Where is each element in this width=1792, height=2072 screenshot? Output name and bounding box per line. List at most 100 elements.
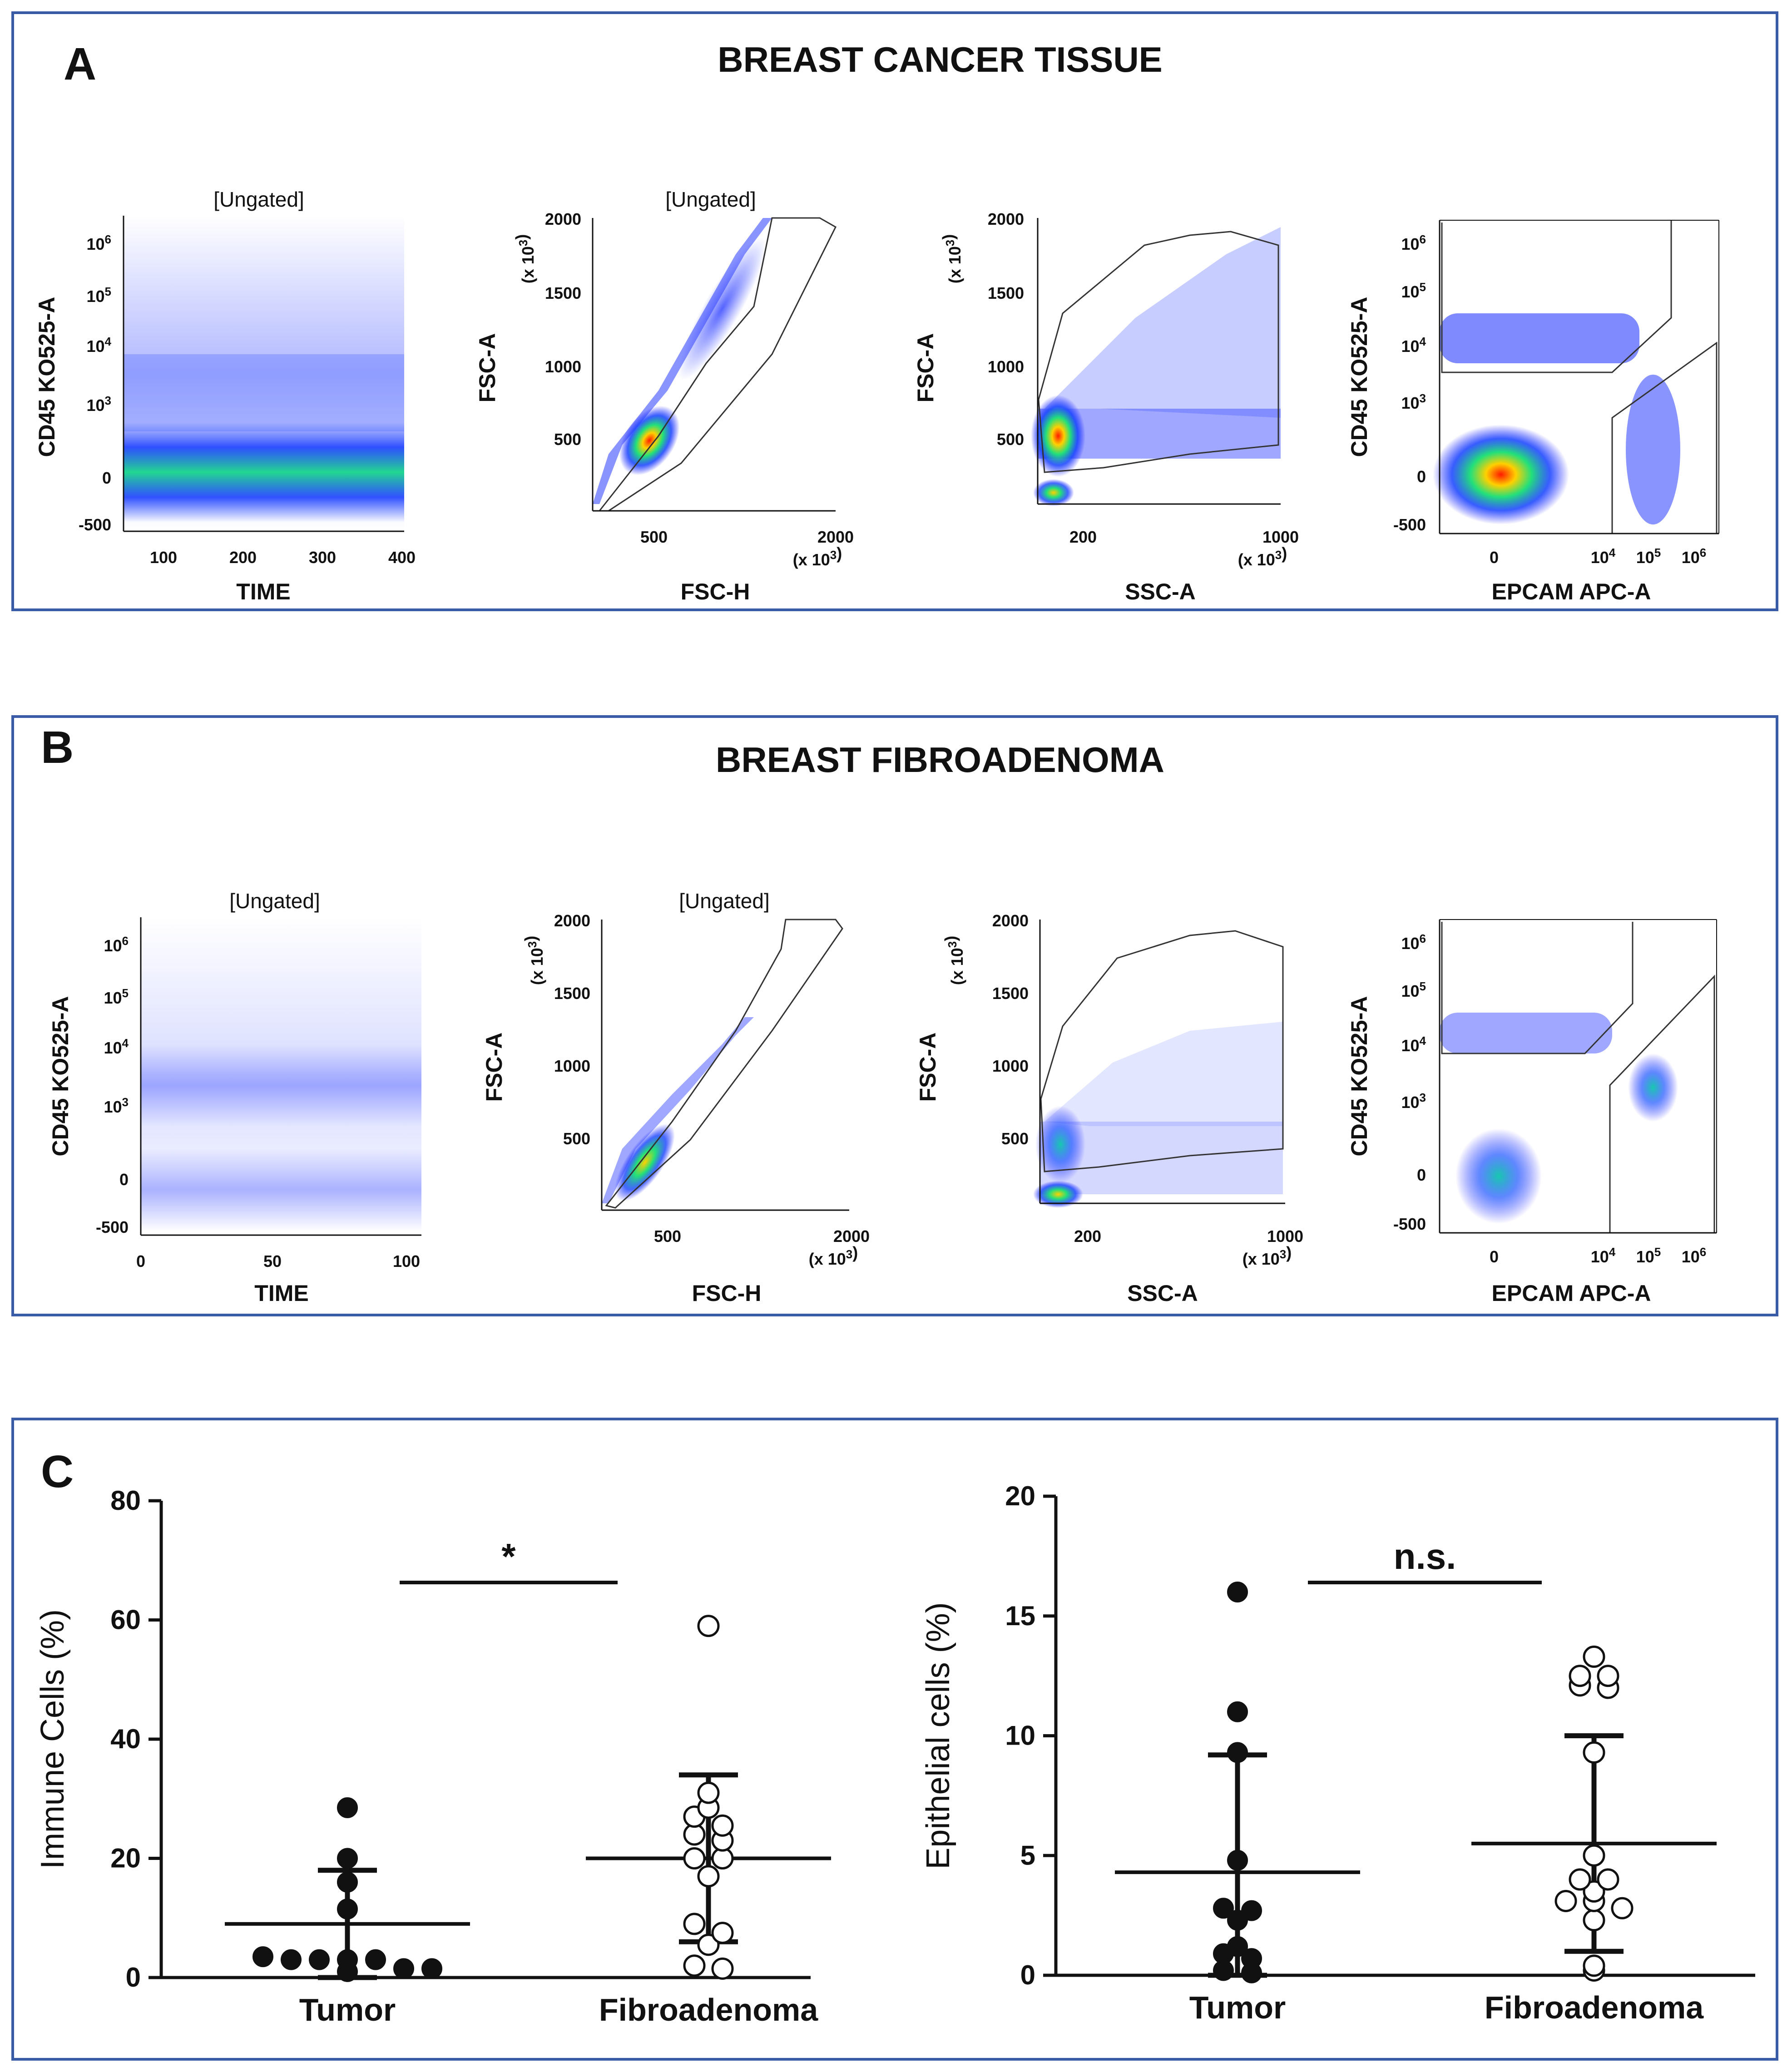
- plot-b1-ylabel: CD45 KO525-A: [48, 996, 73, 1157]
- data-point-filled: [309, 1949, 330, 1970]
- plot-b3-ytick-500: 500: [1001, 1129, 1029, 1148]
- plot-a4-gate-immune: [1441, 220, 1672, 373]
- panel-c-border: [11, 1418, 1778, 2061]
- plot-a1-density-band: [124, 422, 404, 522]
- plot-a4-ytick-1e5: 105: [1401, 280, 1426, 301]
- data-point-open: [711, 1814, 734, 1837]
- data-point-filled: [1227, 1936, 1248, 1957]
- plot-a2-gate: [598, 217, 837, 512]
- plot-a1-header: [Ungated]: [213, 188, 304, 211]
- plot-a1-density-upper: [124, 354, 404, 431]
- panel-b-title: BREAST FIBROADENOMA: [716, 740, 1164, 780]
- plot-a1-xtick-300: 300: [309, 548, 336, 567]
- plot-b3-xtick-200: 200: [1074, 1227, 1101, 1246]
- plot-b2-ylabel: FSC-A: [481, 1033, 507, 1102]
- x-category-label: Fibroadenoma: [1485, 1990, 1704, 2025]
- plot-a3-xlabel: SSC-A: [1125, 579, 1196, 604]
- plot-a2-ytick-1000: 1000: [545, 357, 581, 376]
- plot-a4: 106 105 104 103 0 -500 0 104 105 106 EPC…: [1346, 220, 1719, 604]
- data-point-filled: [1213, 1898, 1234, 1919]
- plot-b4-ytick-1e5: 105: [1401, 979, 1426, 1000]
- plot-b4-xtick-1e6: 106: [1682, 1245, 1707, 1266]
- data-point-filled: [337, 1848, 358, 1869]
- data-point-open: [683, 1954, 706, 1977]
- plot-a3: 2000 1500 1000 500 200 1000 (x 103) (x 1…: [913, 210, 1299, 604]
- plot-b4-ytick-1e6: 106: [1401, 932, 1426, 953]
- plot-b4-ylabel: CD45 KO525-A: [1346, 996, 1372, 1157]
- plot-a4-xtick-1e5: 105: [1636, 546, 1661, 567]
- plot-b4-gate-epithelial: [1609, 974, 1715, 1233]
- plot-b2: [Ungated] 2000 1500 1000 500 500 2000 (x…: [481, 889, 870, 1306]
- plot-b1-density-lower: [141, 1149, 421, 1231]
- plot-b2-header: [Ungated]: [679, 889, 769, 913]
- plot-a2-xtick-2000: 2000: [817, 528, 854, 546]
- plot-b2-ytick-1000: 1000: [554, 1057, 590, 1075]
- plot-a1: [Ungated] 106 105 104 103 0 -500 100 200…: [34, 188, 416, 604]
- panel-a-title: BREAST CANCER TISSUE: [718, 40, 1162, 79]
- plot-b3-ytick-2000: 2000: [992, 911, 1029, 930]
- data-point-open: [1583, 1909, 1605, 1932]
- plot-b4-xtick-1e4: 104: [1591, 1245, 1616, 1266]
- y-axis-label: Epithelial cells (%): [920, 1602, 956, 1869]
- plot-a1-ytick-1e4: 104: [86, 335, 111, 356]
- data-point-filled: [252, 1946, 273, 1968]
- plot-b2-density-core: [614, 1123, 675, 1202]
- panel-c-letter: C: [41, 1446, 74, 1497]
- x-category-label: Tumor: [1189, 1990, 1286, 2025]
- plot-b1-ytick-1e4: 104: [104, 1036, 129, 1057]
- data-point-open: [1583, 1741, 1605, 1764]
- panel-a-letter: A: [64, 39, 96, 89]
- data-point-open: [1583, 1645, 1605, 1668]
- plot-b1-xlabel: TIME: [254, 1281, 308, 1306]
- plot-a1-xtick-100: 100: [150, 548, 177, 567]
- data-point-open: [1583, 1880, 1605, 1903]
- plot-a1-ytick-1e5: 105: [86, 285, 111, 306]
- plot-b4-xtick-1e5: 105: [1636, 1245, 1661, 1266]
- panel-b-letter: B: [41, 722, 74, 773]
- plot-b3-gate: [1040, 930, 1284, 1172]
- scatter-epithelial-cells: 0 5 10 15 20 Epithelial cells (%) Tumor Fibroad…: [920, 1481, 1755, 2025]
- plot-b2-xunit: (x 103): [809, 1243, 858, 1268]
- plot-a4-ytick-0: 0: [1417, 467, 1426, 486]
- plot-b3-xtick-1000: 1000: [1267, 1227, 1303, 1246]
- plot-a4-ytick-1e3: 103: [1401, 391, 1426, 412]
- data-point-filled: [337, 1949, 358, 1970]
- plot-b1-xtick-0: 0: [136, 1252, 145, 1271]
- plot-b3: 2000 1500 1000 500 200 1000 (x 103) (x 1…: [915, 911, 1303, 1306]
- data-point-open: [697, 1865, 720, 1888]
- y-tick-label: 20: [1005, 1481, 1035, 1511]
- significance-label: n.s.: [1394, 1536, 1456, 1577]
- plot-b2-ytick-500: 500: [563, 1129, 590, 1148]
- plot-a3-ytick-2000: 2000: [988, 210, 1024, 228]
- plot-b2-ytick-1500: 1500: [554, 984, 590, 1003]
- plot-a3-xtick-1000: 1000: [1262, 528, 1299, 546]
- plot-a1-ytick-0: 0: [102, 469, 111, 487]
- plot-a3-ytick-1500: 1500: [988, 284, 1024, 302]
- plot-a4-ytick-neg500: -500: [1393, 515, 1426, 534]
- plot-a2-ytick-500: 500: [554, 430, 581, 449]
- data-point-filled: [337, 1899, 358, 1920]
- data-point-filled: [1227, 1849, 1248, 1871]
- plot-a2-xtick-500: 500: [640, 528, 668, 546]
- panel-a-border: [11, 11, 1778, 611]
- data-point-filled: [365, 1949, 386, 1970]
- data-point-open: [1569, 1868, 1591, 1891]
- data-point-filled: [1241, 1948, 1262, 1969]
- data-point-filled: [1241, 1900, 1262, 1921]
- plot-a4-ytick-1e4: 104: [1401, 335, 1426, 356]
- plot-b3-density-cloud: [1045, 1022, 1283, 1126]
- plot-b4-double-negative-population: [1455, 1128, 1542, 1224]
- plot-a1-ytick-1e3: 103: [86, 394, 111, 415]
- plot-b3-xlabel: SSC-A: [1127, 1281, 1198, 1306]
- plot-a1-ytick-1e6: 106: [86, 232, 111, 253]
- plot-b1: [Ungated] 106 105 104 103 0 -500 0 50 10…: [48, 889, 421, 1306]
- plot-a2-ytick-1500: 1500: [545, 284, 581, 302]
- plot-a2-xunit: (x 103): [793, 544, 842, 569]
- y-tick-label: 80: [110, 1485, 141, 1516]
- data-point-open: [1569, 1665, 1591, 1687]
- plot-b2-xlabel: FSC-H: [692, 1281, 762, 1306]
- plot-b2-gate: [605, 919, 843, 1209]
- data-point-open: [683, 1847, 706, 1869]
- plot-b1-xtick-50: 50: [263, 1252, 282, 1271]
